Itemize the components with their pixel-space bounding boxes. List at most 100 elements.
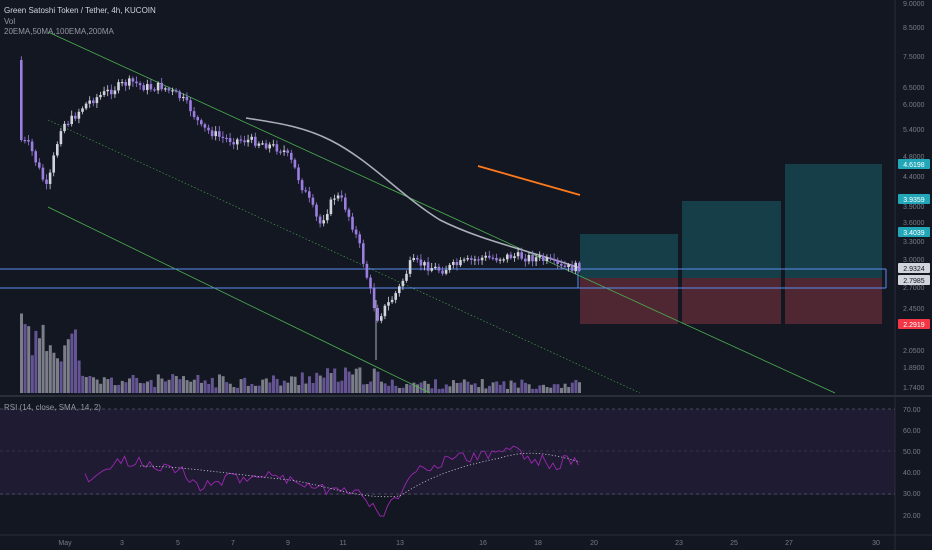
candle (513, 256, 516, 259)
volume-bar (563, 383, 567, 393)
candle (66, 123, 70, 126)
candle (376, 308, 379, 321)
candle (264, 143, 268, 149)
volume-bar (470, 384, 473, 393)
indicators-label[interactable]: 20EMA,50MA,100EMA,200MA (4, 27, 114, 36)
candle (462, 259, 466, 261)
volume-bar (437, 388, 441, 393)
volume-bar (405, 383, 409, 393)
time-tick-label: 9 (286, 540, 290, 547)
target-zone (682, 201, 781, 278)
candle (498, 259, 502, 261)
volume-bar (232, 387, 236, 393)
volume-bar (369, 381, 373, 393)
volume-bar (81, 375, 85, 393)
price-tick-label: 2.7000 (903, 285, 925, 292)
candle (236, 139, 239, 145)
volume-bar (502, 381, 506, 393)
volume-bar (250, 383, 254, 393)
volume-bar (52, 352, 56, 393)
candle (214, 131, 217, 137)
volume-bar (56, 358, 59, 393)
candle (275, 144, 279, 152)
volume-bar (286, 382, 290, 393)
symbol-title[interactable]: Green Satoshi Token / Tether, 4h, KUCOIN (4, 6, 156, 15)
volume-bar (239, 379, 243, 393)
time-tick-label: 20 (590, 540, 598, 547)
candle (272, 144, 275, 146)
volume-bar (102, 377, 106, 393)
candle (477, 259, 480, 261)
volume-bar (66, 339, 70, 393)
volume-bar (300, 372, 304, 393)
time-tick-label: 18 (534, 540, 542, 547)
volume-bar (351, 374, 355, 393)
volume-bar (92, 377, 95, 393)
volume-bar (174, 376, 178, 393)
volume-bar (549, 387, 553, 393)
candle (351, 216, 354, 230)
candle (70, 115, 73, 125)
candle (279, 151, 282, 153)
volume-bar (444, 384, 448, 393)
candle (174, 90, 178, 92)
candle (56, 144, 59, 156)
volume-bar (131, 374, 135, 393)
volume-bar (203, 380, 207, 393)
price-tick-label: 1.8900 (903, 365, 925, 372)
stop-zone (785, 278, 882, 324)
candle (48, 172, 52, 184)
volume-bar (160, 378, 164, 393)
candle (27, 140, 30, 142)
volume-bar (362, 384, 365, 393)
volume-bar (455, 382, 459, 393)
volume-bar (110, 377, 113, 393)
volume-bar (279, 385, 283, 393)
volume-bar (214, 387, 218, 393)
volume-bar (23, 324, 27, 393)
candle (534, 257, 538, 262)
volume-bar (419, 382, 423, 393)
candle (200, 120, 203, 125)
candle (318, 216, 322, 224)
candle (506, 254, 509, 260)
candle (574, 262, 577, 272)
price-label: 4.6198 (903, 162, 925, 169)
candle (455, 262, 459, 266)
volume-bar (426, 383, 430, 393)
candle (20, 60, 23, 140)
volume-bar (344, 367, 347, 393)
volume-bar (534, 388, 538, 393)
candle (290, 152, 293, 160)
rsi-tick-label: 40.00 (903, 470, 921, 477)
candle (362, 243, 365, 264)
candle (102, 91, 106, 95)
candle (495, 257, 498, 261)
volume-label[interactable]: Vol (4, 17, 16, 26)
volume-bar (70, 333, 74, 393)
volume-bar (412, 382, 416, 393)
volume-bar (488, 385, 491, 393)
candle (441, 270, 444, 274)
volume-bar (138, 383, 142, 393)
candle (452, 262, 455, 265)
volume-bar (574, 379, 578, 393)
candle (344, 197, 347, 210)
candle (167, 88, 171, 91)
candle (171, 90, 174, 92)
volume-bar (182, 376, 185, 393)
volume-bar (365, 384, 369, 393)
candle (542, 256, 545, 261)
candle (516, 252, 520, 257)
ma-gray-line (245, 117, 581, 269)
candle (228, 138, 232, 143)
rsi-title[interactable]: RSI (14, close, SMA, 14, 2) (4, 403, 101, 412)
volume-bar (297, 384, 301, 393)
stop-zone (682, 278, 781, 324)
volume-bar (189, 381, 193, 393)
volume-bar (27, 326, 31, 393)
candle (286, 150, 289, 153)
price-tick-label: 3.3000 (903, 239, 925, 246)
volume-bar (318, 375, 322, 393)
